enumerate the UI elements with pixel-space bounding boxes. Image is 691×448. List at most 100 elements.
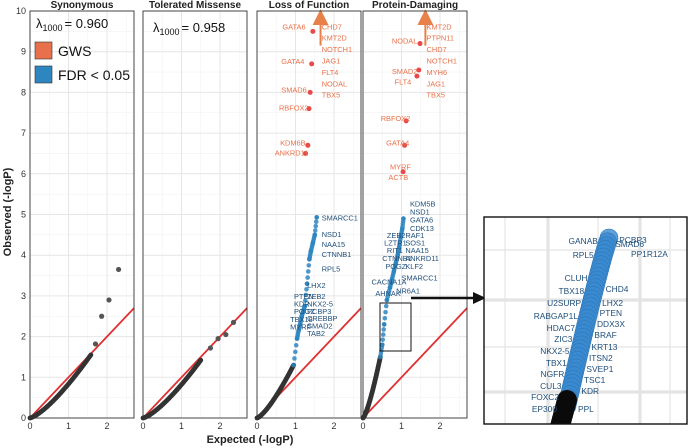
data-point-gws xyxy=(305,142,311,148)
inset-gene-label: KDR xyxy=(581,386,599,396)
inset-gene-label: SMAD6 xyxy=(615,239,644,249)
gene-label: SMARCC1 xyxy=(322,214,358,223)
data-point-gws xyxy=(402,142,408,148)
data-point-fdr xyxy=(306,263,312,268)
gene-label: CTNNB1 xyxy=(322,250,352,259)
data-point xyxy=(230,319,237,325)
inset-frame xyxy=(483,216,688,425)
y-axis-label: Observed (-logP) xyxy=(2,167,14,256)
zoom-inset: GANAB RPL5 CLUH TBX18 U2SURP RABGAP1L HDAC7ZIC… xyxy=(483,216,688,425)
panel-frame xyxy=(362,10,468,419)
gene-label: CHD7 xyxy=(427,45,447,54)
data-point-fdr xyxy=(292,356,297,361)
gene-label: NOTCH1 xyxy=(322,45,352,54)
data-point-fdr xyxy=(312,232,318,238)
panel-title: Loss of Function xyxy=(269,0,350,11)
y-tick-label: 6 xyxy=(21,169,26,179)
gene-label: SMARCC1 xyxy=(402,273,438,282)
panel-title: Synonymous xyxy=(51,0,114,11)
data-point-fdr xyxy=(387,285,393,291)
panel-title: Tolerated Missense xyxy=(149,0,242,11)
legend: GWS FDR < 0.05 xyxy=(34,41,130,84)
null-diagonal-line xyxy=(142,307,248,419)
y-tick-label: 4 xyxy=(21,250,26,260)
data-point-gws xyxy=(307,89,313,95)
inset-gene-label: CUL3 xyxy=(540,381,562,391)
data-point-fdr xyxy=(384,297,390,303)
data-point-fdr xyxy=(383,303,389,309)
gene-label: TBX18 xyxy=(290,315,313,324)
gene-label: TBX5 xyxy=(322,91,340,100)
inset-gene-label: TBX18 xyxy=(559,286,585,296)
gene-label: KLF2 xyxy=(405,262,423,271)
data-point-fdr xyxy=(393,261,399,266)
x-axis-label: Expected (-logP) xyxy=(207,434,294,446)
gene-label: GATA4 xyxy=(281,57,304,66)
data-point-fdr xyxy=(293,342,299,348)
data-point-fdr xyxy=(297,322,303,327)
inset-gene-label: RABGAP1L xyxy=(534,311,579,321)
x-tick-label: 1 xyxy=(66,421,71,431)
zoom-region-box xyxy=(379,302,412,352)
gene-label: NSD1 xyxy=(322,230,342,239)
gene-label: LHX2 xyxy=(307,281,326,290)
y-tick-label: 7 xyxy=(21,128,26,138)
data-point xyxy=(223,331,229,338)
data-point-fdr xyxy=(314,215,320,220)
data-point xyxy=(115,266,122,273)
data-point-fdr xyxy=(304,286,309,292)
data-point-fdr xyxy=(379,342,385,348)
gene-label: RPL5 xyxy=(322,264,341,273)
y-tick-label: 3 xyxy=(21,291,26,301)
data-point-fdr xyxy=(312,228,318,233)
inset-gene-label: PPL xyxy=(578,404,594,414)
gene-label: ZEB2 xyxy=(307,292,325,301)
panel-title: Protein-Damaging xyxy=(372,0,458,11)
inset-gene-label: CLUH xyxy=(565,273,588,283)
x-tick-label: 0 xyxy=(254,421,259,431)
inset-gene-label: ZIC3 xyxy=(554,334,572,344)
gene-label: KDM5B xyxy=(410,199,436,208)
legend-swatch-fdr xyxy=(34,65,53,84)
data-point-gws xyxy=(416,67,422,73)
panel-frame xyxy=(142,10,248,419)
gene-label: GATA4 xyxy=(386,138,409,147)
x-tick-label: 1 xyxy=(293,421,298,431)
gene-label: NAA15 xyxy=(405,246,428,255)
inset-gene-label: KRT13 xyxy=(592,342,618,352)
data-point-fdr xyxy=(391,269,397,274)
data-point-fdr xyxy=(299,313,304,319)
inset-gene-label: GANAB xyxy=(569,236,599,246)
gene-label: PTPN11 xyxy=(427,34,454,43)
y-tick-label: 0 xyxy=(21,413,26,423)
gene-label: TBX5 xyxy=(427,91,445,100)
data-point-gws xyxy=(309,61,315,67)
data-point-fdr xyxy=(380,332,386,337)
y-tick-label: 2 xyxy=(21,332,26,342)
inset-gene-label: ITSN2 xyxy=(589,353,613,363)
gene-label: LZTR1 xyxy=(384,238,407,247)
data-point-gws xyxy=(400,169,406,175)
inset-plot-area: GANAB RPL5 CLUH TBX18 U2SURP RABGAP1L HDAC7ZIC… xyxy=(484,217,687,424)
gene-label: FLT4 xyxy=(395,77,412,86)
data-point-fdr xyxy=(303,298,308,303)
gene-label: PTEN xyxy=(294,292,314,301)
inset-gene-label: PTEN xyxy=(600,308,622,318)
x-tick-label: 2 xyxy=(438,421,443,431)
inset-gene-label: CHD4 xyxy=(606,284,629,294)
data-point-fdr xyxy=(308,248,314,254)
data-point-fdr xyxy=(313,219,319,225)
gene-label: TAB2 xyxy=(307,329,325,338)
null-diagonal-line xyxy=(362,307,468,419)
data-point-fdr xyxy=(296,328,301,333)
gene-label: NODAL xyxy=(322,79,347,88)
inset-gene-label: DDX3X xyxy=(597,319,625,329)
inset-gene-label: NGFR xyxy=(541,369,565,379)
gene-label: RIT1 xyxy=(387,246,403,255)
panel-4: 0 1 2 KMT2D PTPN11 CHD7 NOTCH1 MYH6 JAG1 TBX5 NODA… xyxy=(360,0,468,431)
data-point-fdr xyxy=(381,322,387,327)
gene-label: CHD7 xyxy=(322,22,342,31)
inset-point-null xyxy=(550,416,570,424)
data-point xyxy=(99,313,105,319)
